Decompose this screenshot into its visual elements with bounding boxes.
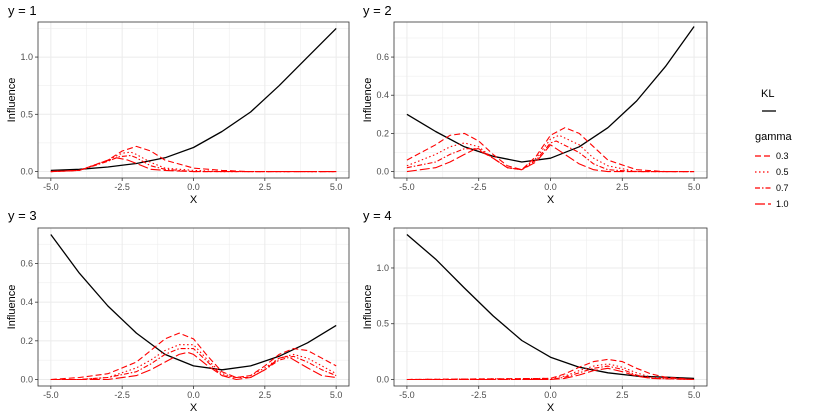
y-tick-label: 0.2: [376, 128, 389, 138]
x-tick-label: 0.0: [544, 390, 557, 400]
x-tick-label: 0.0: [187, 182, 200, 192]
x-tick-label: 5.0: [688, 182, 701, 192]
legend-gamma-label-1.0: 1.0: [776, 199, 789, 209]
series-line-gamma-0.5: [406, 363, 695, 381]
y-tick-label: 0.2: [20, 336, 33, 346]
series-line-kl: [50, 27, 337, 172]
panel-4: -5.0 -2.5 0.0 2.5 5.0 0.0 0.5 1.0 y = 4 X Influenc…: [362, 208, 708, 414]
x-tick-label: 5.0: [330, 390, 343, 400]
legend: KL gamma 0.3 0.5 0.7 1.0: [755, 88, 793, 209]
y-tick-label: 0.4: [376, 90, 389, 100]
x-tick-label: -2.5: [114, 182, 130, 192]
x-tick-label: -2.5: [471, 390, 487, 400]
series-line-gamma-1.0: [406, 367, 695, 381]
series-line-gamma-0.3: [406, 358, 695, 381]
legend-gamma-label-0.5: 0.5: [776, 167, 789, 177]
series-line-kl: [406, 26, 695, 163]
series-line-gamma-1.0: [50, 351, 337, 381]
series-line-gamma-1.0: [50, 157, 337, 173]
y-axis-label: Influence: [6, 285, 18, 330]
x-tick-label: 2.5: [616, 182, 629, 192]
series-line-gamma-0.5: [406, 134, 695, 173]
series-line-gamma-1.0: [406, 144, 695, 173]
x-axis-label: X: [547, 402, 555, 414]
series-line-gamma-0.3: [406, 127, 695, 173]
x-tick-label: -5.0: [43, 390, 59, 400]
y-tick-label: 0.4: [20, 297, 33, 307]
legend-gamma-label-0.3: 0.3: [776, 151, 789, 161]
panel-title: y = 4: [363, 208, 392, 223]
x-tick-label: -5.0: [399, 390, 415, 400]
series-line-gamma-0.3: [50, 332, 337, 381]
series-line-gamma-0.7: [406, 365, 695, 381]
series-line-gamma-0.7: [406, 140, 695, 173]
y-axis-label: Influence: [362, 78, 374, 123]
legend-kl-title: KL: [761, 88, 774, 100]
legend-gamma-title: gamma: [755, 131, 793, 143]
y-tick-label: 0.6: [376, 52, 389, 62]
x-tick-label: -2.5: [471, 182, 487, 192]
y-axis-label: Influence: [6, 78, 18, 123]
x-tick-label: -5.0: [399, 182, 415, 192]
series-line-kl: [406, 234, 695, 380]
x-tick-label: 2.5: [616, 390, 629, 400]
x-tick-label: 5.0: [688, 390, 701, 400]
y-tick-label: 0.5: [20, 109, 33, 119]
y-tick-label: 0.6: [20, 259, 33, 269]
x-axis-label: X: [190, 194, 198, 206]
x-tick-label: -5.0: [43, 182, 59, 192]
x-tick-label: 0.0: [544, 182, 557, 192]
y-tick-label: 0.0: [376, 374, 389, 384]
y-axis-label: Influence: [362, 285, 374, 330]
series-line-kl: [50, 234, 337, 371]
y-tick-label: 0.0: [376, 167, 389, 177]
legend-gamma-entries: 0.3 0.5 0.7 1.0: [755, 151, 789, 209]
panel-1: -5.0 -2.5 0.0 2.5 5.0 0.0 0.5 1.0 y = 1 X Influenc…: [6, 3, 350, 206]
panel-2: -5.0 -2.5 0.0 2.5 5.0 0.0 0.2 0.4 0.6 y = 2 X Influ…: [362, 3, 708, 206]
x-tick-label: 5.0: [330, 182, 343, 192]
panel-title: y = 2: [363, 3, 392, 18]
y-tick-label: 0.0: [20, 374, 33, 384]
x-tick-label: 0.0: [187, 390, 200, 400]
panel-title: y = 3: [8, 208, 37, 223]
y-tick-label: 1.0: [376, 263, 389, 273]
x-tick-label: -2.5: [114, 390, 130, 400]
panel-3: -5.0 -2.5 0.0 2.5 5.0 0.0 0.2 0.4 0.6 y = 3 X Influ…: [6, 208, 350, 414]
series-line-gamma-0.5: [50, 344, 337, 381]
panel-title: y = 1: [8, 3, 37, 18]
series-line-gamma-0.7: [50, 348, 337, 381]
x-tick-label: 2.5: [259, 390, 272, 400]
y-tick-label: 1.0: [20, 52, 33, 62]
y-tick-label: 0.0: [20, 167, 33, 177]
x-axis-label: X: [547, 194, 555, 206]
x-tick-label: 2.5: [259, 182, 272, 192]
y-tick-label: 0.5: [376, 319, 389, 329]
chart-panels: -5.0 -2.5 0.0 2.5 5.0 0.0 0.5 1.0 y = 1 X Influenc…: [6, 3, 708, 414]
legend-gamma-label-0.7: 0.7: [776, 183, 789, 193]
x-axis-label: X: [190, 402, 198, 414]
